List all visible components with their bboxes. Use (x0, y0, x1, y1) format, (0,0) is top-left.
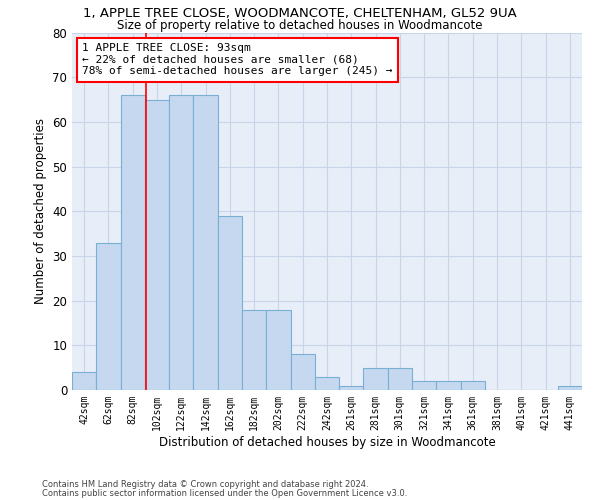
Bar (193, 95, 218, 390)
Text: 1 APPLE TREE CLOSE: 93sqm
← 22% of detached houses are smaller (68)
78% of semi-: 1 APPLE TREE CLOSE: 93sqm ← 22% of detac… (82, 43, 392, 76)
Bar (461, 381, 485, 390)
Text: 1, APPLE TREE CLOSE, WOODMANCOTE, CHELTENHAM, GL52 9UA: 1, APPLE TREE CLOSE, WOODMANCOTE, CHELTE… (83, 8, 517, 20)
Bar (290, 354, 315, 390)
Bar (436, 381, 461, 390)
Bar (315, 376, 339, 390)
Bar (218, 216, 242, 390)
Bar (121, 95, 145, 390)
Bar (558, 386, 582, 390)
Text: Contains HM Land Registry data © Crown copyright and database right 2024.: Contains HM Land Registry data © Crown c… (42, 480, 368, 489)
Text: Size of property relative to detached houses in Woodmancote: Size of property relative to detached ho… (117, 19, 483, 32)
Bar (169, 95, 193, 390)
Bar (72, 372, 96, 390)
X-axis label: Distribution of detached houses by size in Woodmancote: Distribution of detached houses by size … (158, 436, 496, 448)
Bar (339, 386, 364, 390)
Bar (96, 242, 121, 390)
Bar (412, 381, 436, 390)
Bar (266, 310, 290, 390)
Bar (145, 100, 169, 390)
Bar (364, 368, 388, 390)
Bar (242, 310, 266, 390)
Y-axis label: Number of detached properties: Number of detached properties (34, 118, 47, 304)
Bar (388, 368, 412, 390)
Text: Contains public sector information licensed under the Open Government Licence v3: Contains public sector information licen… (42, 488, 407, 498)
